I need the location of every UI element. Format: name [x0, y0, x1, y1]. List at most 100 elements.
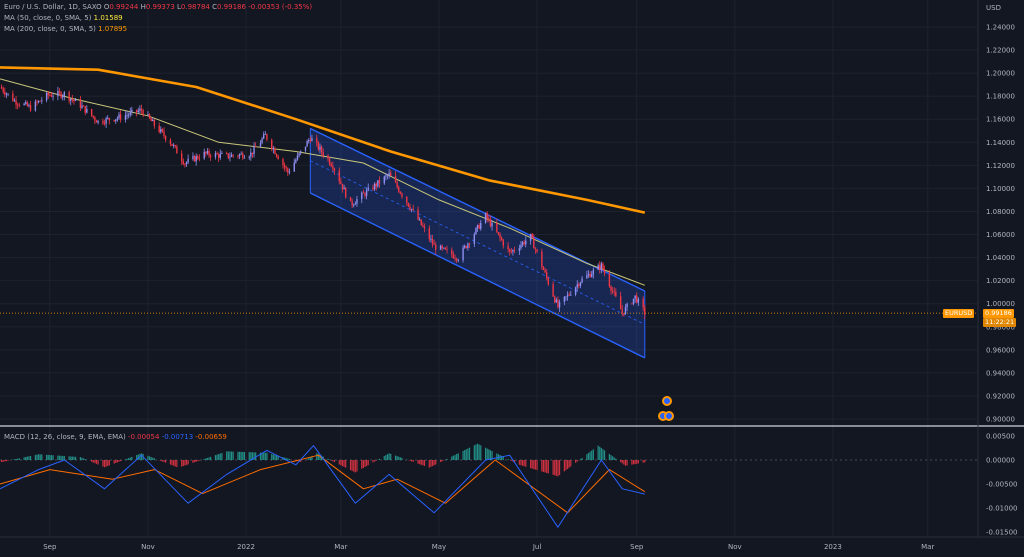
candle-body: [509, 249, 510, 252]
macd-histogram-bar: [411, 460, 412, 461]
candle-body: [578, 284, 579, 286]
macd-histogram-bar: [350, 460, 351, 470]
ma50-legend[interactable]: MA (50, close, 0, SMA, 5) 1.01589: [4, 13, 123, 24]
candle-body: [27, 102, 28, 106]
ma50-label: MA (50, close, 0, SMA, 5): [4, 14, 91, 22]
candle-body: [300, 151, 301, 154]
candle-body: [210, 155, 211, 157]
candle-body: [406, 197, 407, 203]
macd-histogram-bar: [72, 457, 73, 460]
candle-body: [350, 197, 351, 201]
macd-histogram-bar: [250, 452, 251, 460]
event-icon[interactable]: [662, 396, 672, 406]
time-tick-label: Jul: [532, 543, 542, 551]
candle-body: [396, 182, 397, 187]
candle-body: [366, 190, 367, 196]
candle-body: [577, 284, 578, 287]
candle-body: [345, 188, 346, 197]
candle-body: [136, 110, 137, 112]
candle-body: [7, 94, 8, 95]
price-tick-label: 0.92000: [986, 392, 1015, 400]
macd-histogram-bar: [363, 460, 364, 468]
candle-body: [480, 223, 481, 229]
macd-legend[interactable]: MACD (12, 26, close, 9, EMA, EMA) -0.000…: [4, 432, 227, 443]
candle-body: [25, 102, 26, 103]
candle-body: [543, 267, 544, 270]
macd-histogram-bar: [154, 458, 155, 460]
candle-body: [331, 164, 332, 166]
candle-body: [149, 114, 150, 118]
macd-histogram-bar: [216, 455, 217, 460]
candle-body: [39, 101, 40, 102]
macd-histogram-bar: [160, 460, 161, 461]
macd-tick-label: 0.00000: [986, 457, 1015, 465]
macd-histogram-bar: [384, 456, 385, 460]
macd-histogram-bar: [52, 455, 53, 460]
candle-body: [4, 92, 5, 95]
candle-body: [165, 136, 166, 140]
symbol-title[interactable]: Euro / U.S. Dollar, 1D, SAXO: [4, 3, 102, 11]
macd-histogram-bar: [533, 460, 534, 469]
macd-histogram-bar: [580, 459, 581, 460]
macd-histogram-bar: [474, 445, 475, 460]
candle-body: [244, 158, 245, 159]
macd-histogram-bar: [3, 460, 4, 462]
macd-histogram-bar: [30, 456, 31, 460]
macd-histogram-bar: [117, 460, 118, 462]
event-icon[interactable]: [664, 411, 674, 421]
candle-body: [274, 148, 275, 154]
macd-histogram-bar: [170, 460, 171, 465]
candle-body: [319, 147, 320, 150]
candle-body: [390, 173, 391, 176]
candle-body: [297, 156, 298, 160]
candle-body: [429, 228, 430, 239]
candle-body: [622, 309, 623, 313]
candle-body: [445, 248, 446, 250]
macd-histogram-bar: [14, 459, 15, 460]
candle-body: [131, 110, 132, 112]
macd-histogram-bar: [249, 452, 250, 460]
macd-histogram-bar: [469, 448, 470, 460]
candle-body: [162, 129, 163, 131]
candle-body: [215, 153, 216, 157]
candle-body: [374, 184, 375, 190]
macd-histogram-bar: [147, 456, 148, 460]
macd-histogram-bar: [643, 460, 644, 463]
price-tick-label: 1.12000: [986, 162, 1015, 170]
macd-histogram-bar: [114, 460, 115, 464]
macd-histogram-bar: [199, 460, 200, 461]
candle-body: [609, 273, 610, 286]
candle-body: [48, 93, 49, 95]
candle-body: [511, 252, 512, 253]
candle-body: [152, 120, 153, 121]
candle-body: [387, 175, 388, 176]
macd-histogram-bar: [141, 453, 142, 460]
price-tick-label: 0.94000: [986, 369, 1015, 377]
candle-body: [46, 93, 47, 100]
macd-histogram-bar: [81, 458, 82, 460]
candle-body: [334, 169, 335, 171]
macd-histogram-bar: [266, 453, 267, 460]
macd-histogram-bar: [208, 457, 209, 460]
candle-body: [192, 156, 193, 159]
macd-histogram-bar: [36, 455, 37, 460]
macd-histogram-bar: [590, 452, 591, 460]
candle-body: [255, 146, 256, 147]
ma200-legend[interactable]: MA (200, close, 0, SMA, 5) 1.07895: [4, 24, 127, 35]
macd-histogram-bar: [340, 460, 341, 465]
price-tick-label: 0.90000: [986, 416, 1015, 424]
candle-body: [552, 284, 553, 296]
countdown-badge: 11:22:21: [983, 318, 1016, 327]
price-axis-title: USD: [986, 4, 1001, 12]
macd-histogram-bar: [577, 460, 578, 462]
candle-body: [570, 295, 571, 296]
candle-body: [581, 278, 582, 282]
price-tick-label: 1.14000: [986, 139, 1015, 147]
candle-body: [443, 248, 444, 249]
macd-histogram-bar: [462, 451, 463, 460]
candle-body: [541, 252, 542, 268]
macd-histogram-bar: [633, 460, 634, 464]
change-value: -0.00353 (-0.35%): [248, 3, 312, 11]
